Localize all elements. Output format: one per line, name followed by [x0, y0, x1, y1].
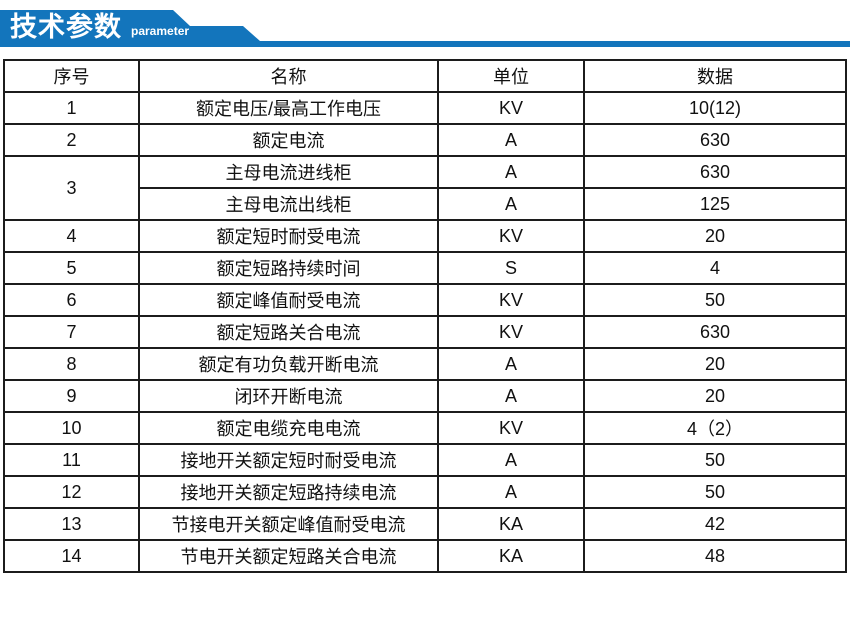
col-header-no: 序号 — [3, 59, 140, 93]
cell-unit: KV — [437, 219, 585, 253]
cell-name: 额定短路持续时间 — [138, 251, 439, 285]
cell-value: 20 — [583, 219, 847, 253]
table-row: 14 节电开关额定短路关合电流 KA 48 — [3, 539, 847, 573]
header-banner: 技术参数 parameter — [0, 0, 850, 48]
cell-name: 节接电开关额定峰值耐受电流 — [138, 507, 439, 541]
cell-unit: KV — [437, 411, 585, 445]
table-row: 6 额定峰值耐受电流 KV 50 — [3, 283, 847, 317]
cell-name: 闭环开断电流 — [138, 379, 439, 413]
banner-text: 技术参数 parameter — [10, 8, 190, 42]
table-row: 5 额定短路持续时间 S 4 — [3, 251, 847, 285]
cell-name: 接地开关额定短时耐受电流 — [138, 443, 439, 477]
cell-value: 125 — [583, 187, 847, 221]
banner-polygon — [0, 10, 850, 47]
cell-unit: KA — [437, 507, 585, 541]
cell-unit: KV — [437, 91, 585, 125]
table-row: 13 节接电开关额定峰值耐受电流 KA 42 — [3, 507, 847, 541]
cell-unit: A — [437, 187, 585, 221]
cell-name: 额定峰值耐受电流 — [138, 283, 439, 317]
cell-value: 42 — [583, 507, 847, 541]
table-row: 12 接地开关额定短路持续电流 A 50 — [3, 475, 847, 509]
cell-no: 12 — [3, 475, 140, 509]
cell-value: 20 — [583, 347, 847, 381]
cell-unit: A — [437, 347, 585, 381]
table-row: 3 主母电流进线柜 A 630 — [3, 155, 847, 221]
cell-unit: KA — [437, 539, 585, 573]
cell-value: 630 — [583, 315, 847, 349]
cell-value: 630 — [583, 155, 847, 189]
cell-unit: KV — [437, 283, 585, 317]
cell-value: 50 — [583, 475, 847, 509]
cell-name: 额定电流 — [138, 123, 439, 157]
table-row: 4 额定短时耐受电流 KV 20 — [3, 219, 847, 253]
cell-value: 4（2） — [583, 411, 847, 445]
cell-value: 50 — [583, 443, 847, 477]
cell-value: 50 — [583, 283, 847, 317]
table-row: 8 额定有功负载开断电流 A 20 — [3, 347, 847, 381]
cell-no: 6 — [3, 283, 140, 317]
cell-no: 11 — [3, 443, 140, 477]
parameters-table: 序号 名称 单位 数据 1 额定电压/最高工作电压 KV 10(12) 2 额定… — [3, 59, 847, 573]
cell-unit: A — [437, 123, 585, 157]
cell-no: 14 — [3, 539, 140, 573]
cell-name: 接地开关额定短路持续电流 — [138, 475, 439, 509]
cell-no: 10 — [3, 411, 140, 445]
table-row: 10 额定电缆充电电流 KV 4（2） — [3, 411, 847, 445]
cell-name: 额定短路关合电流 — [138, 315, 439, 349]
page-subtitle: parameter — [131, 23, 190, 38]
cell-unit: A — [437, 155, 585, 189]
cell-no: 8 — [3, 347, 140, 381]
cell-value: 10(12) — [583, 91, 847, 125]
cell-value: 4 — [583, 251, 847, 285]
banner-shape — [0, 10, 850, 47]
cell-no: 5 — [3, 251, 140, 285]
table-row: 9 闭环开断电流 A 20 — [3, 379, 847, 413]
table-row: 1 额定电压/最高工作电压 KV 10(12) — [3, 91, 847, 125]
table-row: 11 接地开关额定短时耐受电流 A 50 — [3, 443, 847, 477]
col-header-value: 数据 — [583, 59, 847, 93]
table-header-row: 序号 名称 单位 数据 — [3, 59, 847, 93]
cell-value: 630 — [583, 123, 847, 157]
cell-name: 主母电流进线柜 — [138, 155, 439, 189]
cell-no: 13 — [3, 507, 140, 541]
cell-name: 额定电压/最高工作电压 — [138, 91, 439, 125]
table-row: 7 额定短路关合电流 KV 630 — [3, 315, 847, 349]
cell-unit: A — [437, 443, 585, 477]
cell-name: 额定短时耐受电流 — [138, 219, 439, 253]
cell-no: 7 — [3, 315, 140, 349]
table-row: 2 额定电流 A 630 — [3, 123, 847, 157]
table-row: 主母电流出线柜 A 125 — [4, 187, 847, 221]
cell-name: 额定有功负载开断电流 — [138, 347, 439, 381]
col-header-name: 名称 — [138, 59, 439, 93]
cell-unit: A — [437, 475, 585, 509]
cell-value: 48 — [583, 539, 847, 573]
cell-name: 节电开关额定短路关合电流 — [138, 539, 439, 573]
cell-unit: A — [437, 379, 585, 413]
col-header-unit: 单位 — [437, 59, 585, 93]
cell-unit: KV — [437, 315, 585, 349]
cell-no: 1 — [3, 91, 140, 125]
cell-no: 2 — [3, 123, 140, 157]
cell-value: 20 — [583, 379, 847, 413]
cell-unit: S — [437, 251, 585, 285]
page-title: 技术参数 — [10, 12, 122, 42]
cell-no: 3 — [3, 155, 140, 221]
cell-name: 额定电缆充电电流 — [138, 411, 439, 445]
cell-name: 主母电流出线柜 — [138, 187, 439, 221]
cell-no: 4 — [3, 219, 140, 253]
cell-no: 9 — [3, 379, 140, 413]
